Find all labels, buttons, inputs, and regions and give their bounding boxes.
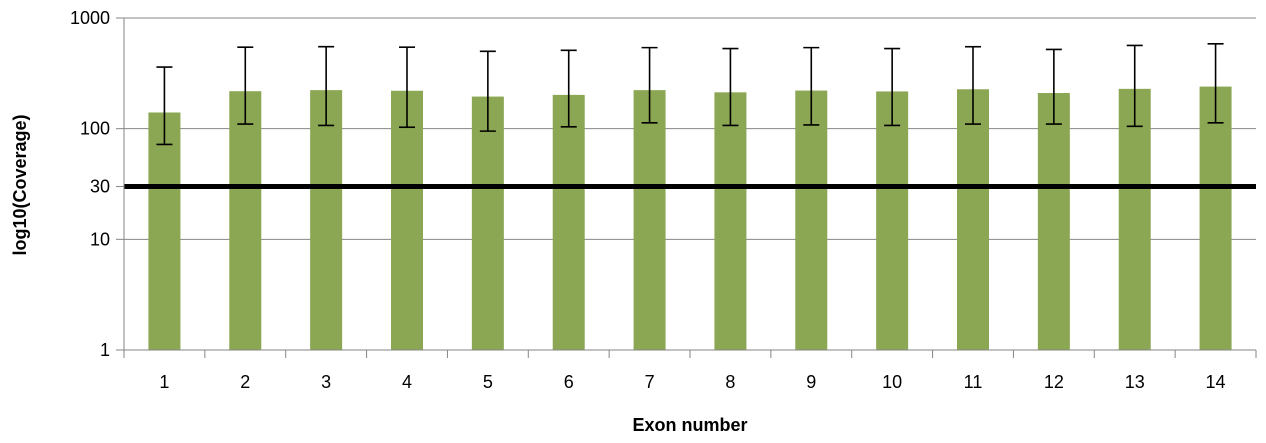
y-tick-label: 30 [90, 177, 110, 197]
x-tick-label: 12 [1044, 372, 1064, 392]
y-tick-label: 1 [100, 340, 110, 360]
x-tick-label: 9 [806, 372, 816, 392]
bar [148, 112, 181, 350]
x-tick-label: 5 [483, 372, 493, 392]
error-bar [722, 47, 739, 127]
error-bar [479, 50, 496, 132]
bar [633, 90, 666, 351]
x-tick-label: 3 [321, 372, 331, 392]
error-bar [884, 47, 901, 127]
y-tick-labels: 1 10 30 100 1000 [70, 8, 110, 360]
x-tick-label: 7 [645, 372, 655, 392]
y-tick-label: 10 [90, 229, 110, 249]
x-tick-label: 4 [402, 372, 412, 392]
x-axis-title: Exon number [632, 415, 747, 435]
x-tick-label: 10 [882, 372, 902, 392]
error-bar [1207, 42, 1224, 124]
x-tick-label: 14 [1206, 372, 1226, 392]
bar [1118, 88, 1151, 350]
y-tick-label: 100 [80, 119, 110, 139]
error-bar [156, 66, 173, 146]
bars [148, 86, 1232, 351]
y-tick-label: 1000 [70, 8, 110, 28]
bar [391, 90, 423, 351]
bar [471, 96, 504, 350]
bar [957, 89, 989, 350]
error-bar [965, 45, 981, 125]
bar [1199, 86, 1232, 350]
error-bar [1126, 44, 1143, 128]
error-bar [641, 46, 658, 124]
error-bar [399, 46, 415, 129]
x-tick-label: 11 [964, 372, 983, 392]
x-tick-labels: 1 2 3 4 5 6 7 8 9 10 11 12 13 14 [159, 372, 1225, 392]
x-tick-label: 6 [564, 372, 574, 392]
grid-lines [124, 17, 1256, 240]
x-tick-label: 2 [240, 372, 250, 392]
x-tick-label: 1 [159, 372, 169, 392]
axes [116, 17, 1257, 358]
error-bar [803, 46, 820, 126]
bar [795, 90, 828, 350]
error-bar [560, 49, 577, 128]
bar [552, 94, 585, 350]
bar [310, 90, 343, 351]
bar [229, 91, 262, 350]
error-bar [1045, 48, 1062, 125]
error-bar [318, 45, 335, 127]
bar [714, 92, 747, 350]
x-tick-label: 13 [1125, 372, 1145, 392]
bar [876, 91, 909, 350]
x-tick-label: 8 [725, 372, 735, 392]
error-bar [237, 46, 254, 125]
y-axis-title: log10(Coverage) [10, 114, 30, 255]
error-bars [156, 42, 1224, 146]
bar [1037, 93, 1070, 351]
